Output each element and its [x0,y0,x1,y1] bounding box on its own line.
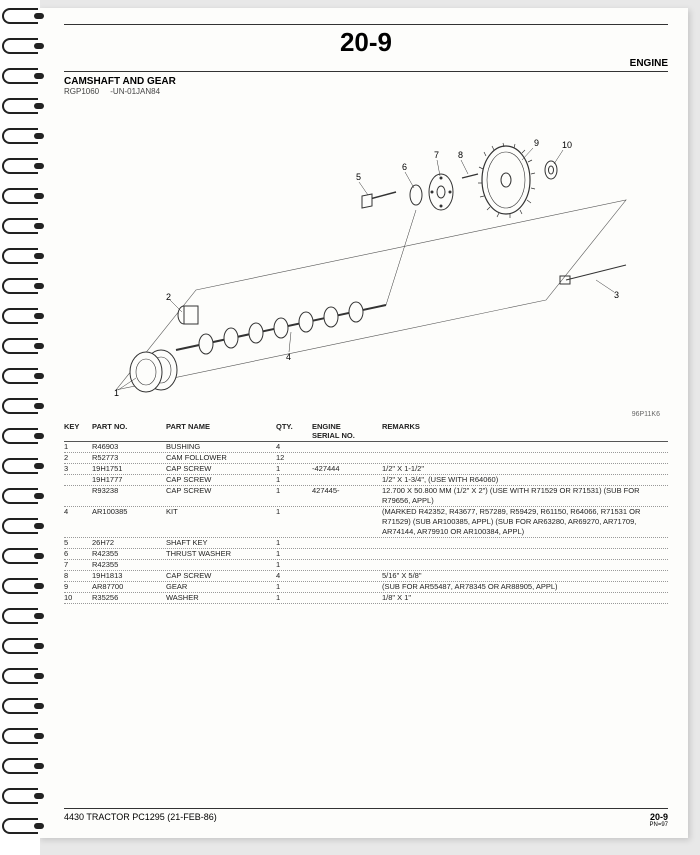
callout-6: 6 [402,162,407,172]
table-row: 9AR87700GEAR1(SUB FOR AR55487, AR78345 O… [64,582,668,593]
col-key: KEY [64,422,92,440]
col-qty: QTY. [276,422,312,440]
drawing-reference: RGP1060 -UN-01JAN84 [64,87,668,96]
table-header: KEY PART NO. PART NAME QTY. ENGINE SERIA… [64,422,668,442]
callout-1: 1 [114,388,119,398]
section-title: CAMSHAFT AND GEAR [64,72,668,87]
table-row: 1R46903BUSHING4 [64,442,668,453]
footer-right: 20-9 PN=97 [649,812,668,828]
callout-5: 5 [356,172,361,182]
table-row: 6R42355THRUST WASHER1 [64,549,668,560]
camshaft-part [176,302,386,354]
callout-7: 7 [434,150,439,160]
page-number-header: 20-9 [64,27,668,58]
callout-4: 4 [286,352,291,362]
table-row: 526H72SHAFT KEY1 [64,538,668,549]
table-row: R93238CAP SCREW1427445-12.700 X 50.800 M… [64,486,668,507]
page-footer: 4430 TRACTOR PC1295 (21-FEB-86) 20-9 PN=… [64,808,668,828]
table-row: 2R52773CAM FOLLOWER12 [64,453,668,464]
callout-3: 3 [614,290,619,300]
footer-left: 4430 TRACTOR PC1295 (21-FEB-86) [64,812,217,828]
table-row: 4AR100385KIT1(MARKED R42352, R43677, R57… [64,507,668,538]
top-rule [64,24,668,25]
callout-10: 10 [562,140,572,150]
manual-page: 20-9 ENGINE CAMSHAFT AND GEAR RGP1060 -U… [38,8,688,838]
table-row: 7R423551 [64,560,668,571]
table-row: 319H1751CAP SCREW1-4274441/2" X 1-1/2" [64,464,668,475]
group-label: ENGINE [64,58,668,72]
gear-part [478,143,535,218]
col-part: PART NO. [92,422,166,440]
exploded-diagram: 3 4 1 2 [64,100,668,420]
drawing-ref-code: RGP1060 [64,87,99,96]
col-name: PART NAME [166,422,276,440]
footer-page-number: 20-9 [650,812,668,822]
spiral-binding [0,0,40,855]
camshaft-diagram-svg: 3 4 1 2 [64,100,668,420]
table-row: 10R35256WASHER11/8" X 1" [64,593,668,604]
footer-pn: PN=97 [649,822,668,828]
parts-table: KEY PART NO. PART NAME QTY. ENGINE SERIA… [64,422,668,604]
table-row: 19H1777CAP SCREW11/2" X 1-3/4", (USE WIT… [64,475,668,486]
diagram-code: 96P11K6 [632,411,660,418]
callout-8: 8 [458,150,463,160]
col-remarks: REMARKS [382,422,668,440]
drawing-ref-date: -UN-01JAN84 [110,87,160,96]
callout-9: 9 [534,138,539,148]
table-row: 819H1813CAP SCREW45/16" X 5/8" [64,571,668,582]
col-serial: ENGINE SERIAL NO. [312,422,382,440]
